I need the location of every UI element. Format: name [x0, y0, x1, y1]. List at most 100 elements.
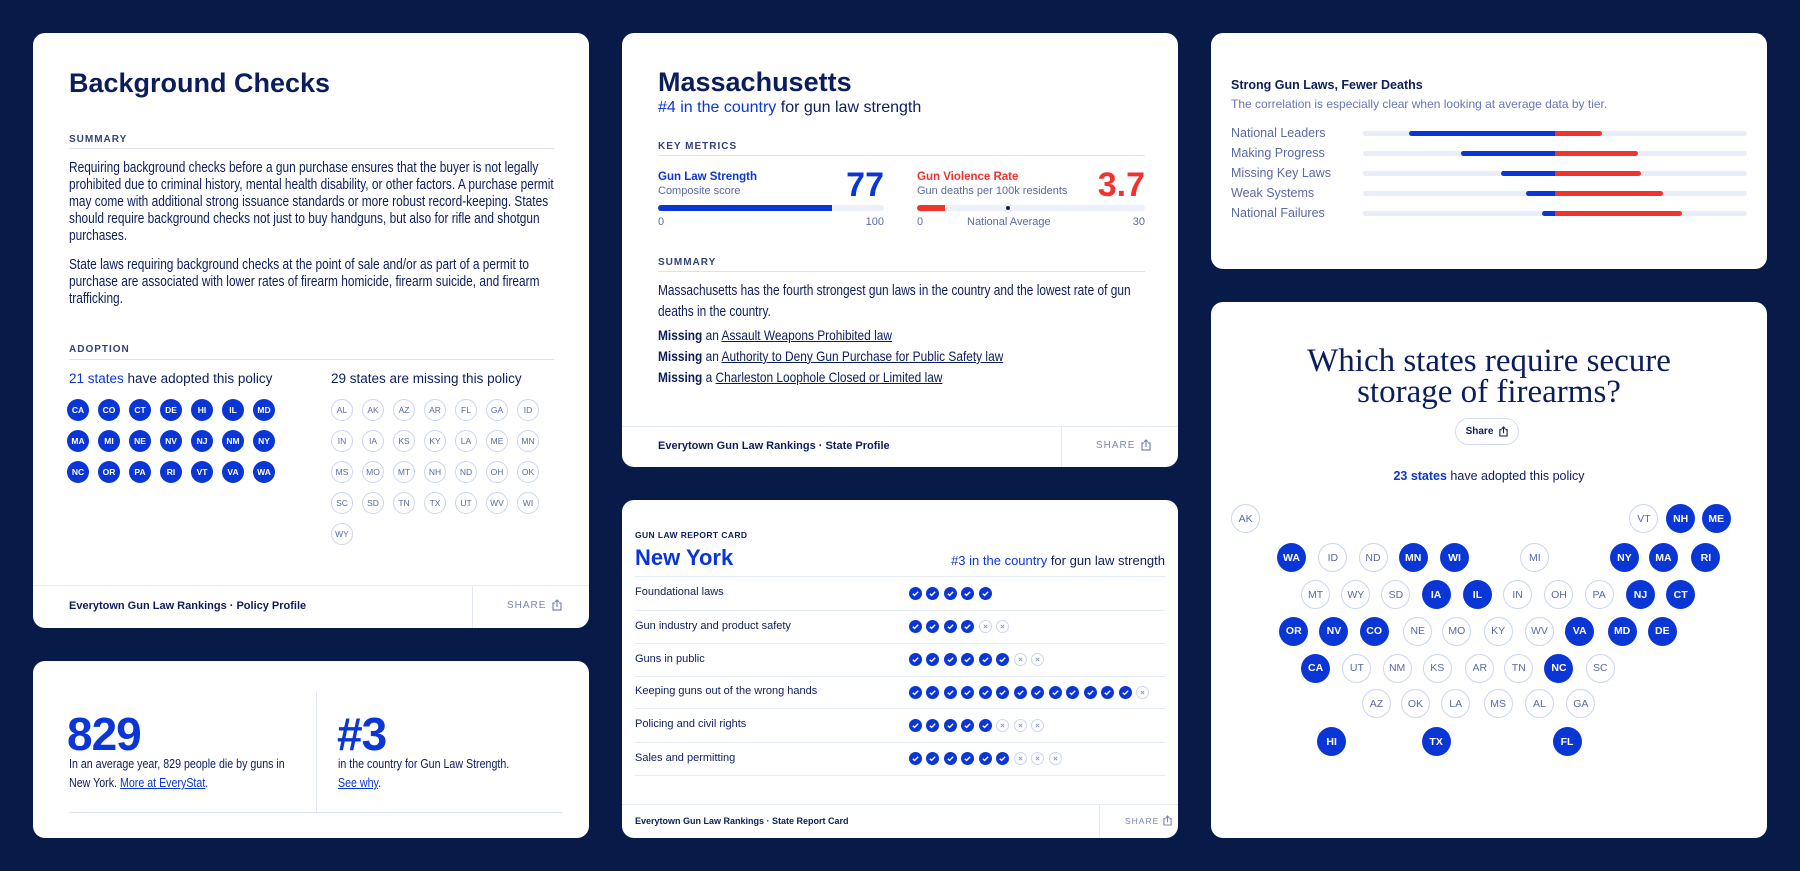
state-badge-mn[interactable]: MN	[1398, 543, 1428, 573]
state-badge-nd[interactable]: ND	[1358, 543, 1388, 573]
state-badge-nd[interactable]: ND	[455, 461, 477, 483]
state-badge-ar[interactable]: AR	[424, 399, 446, 421]
state-badge-md[interactable]: MD	[1607, 616, 1637, 646]
state-badge-fl[interactable]: FL	[455, 399, 477, 421]
state-badge-ky[interactable]: KY	[424, 430, 446, 452]
state-badge-ga[interactable]: GA	[1566, 689, 1596, 719]
state-badge-ma[interactable]: MA	[67, 430, 89, 452]
state-badge-ct[interactable]: CT	[1666, 580, 1696, 610]
state-badge-mi[interactable]: MI	[1520, 543, 1550, 573]
state-badge-tx[interactable]: TX	[424, 492, 446, 514]
state-badge-or[interactable]: OR	[98, 461, 120, 483]
state-badge-vt[interactable]: VT	[191, 461, 213, 483]
state-badge-vt[interactable]: VT	[1629, 504, 1659, 534]
state-badge-ky[interactable]: KY	[1483, 616, 1513, 646]
state-badge-il[interactable]: IL	[222, 399, 244, 421]
state-badge-az[interactable]: AZ	[393, 399, 415, 421]
state-badge-wy[interactable]: WY	[1341, 580, 1371, 610]
state-badge-mt[interactable]: MT	[393, 461, 415, 483]
state-badge-in[interactable]: IN	[1503, 580, 1533, 610]
state-badge-wv[interactable]: WV	[486, 492, 508, 514]
see-why-link[interactable]: See why	[338, 775, 379, 790]
state-badge-il[interactable]: IL	[1462, 580, 1492, 610]
state-badge-wa[interactable]: WA	[1277, 543, 1306, 573]
state-badge-ri[interactable]: RI	[160, 461, 182, 483]
state-badge-wi[interactable]: WI	[1440, 543, 1470, 573]
state-badge-oh[interactable]: OH	[486, 461, 508, 483]
state-badge-nv[interactable]: NV	[1319, 616, 1349, 646]
state-badge-ca[interactable]: CA	[67, 399, 89, 421]
state-badge-pa[interactable]: PA	[1584, 580, 1614, 610]
state-badge-nc[interactable]: NC	[67, 461, 89, 483]
state-badge-al[interactable]: AL	[1524, 689, 1554, 719]
state-badge-ut[interactable]: UT	[1342, 653, 1372, 683]
state-badge-ri[interactable]: RI	[1691, 543, 1721, 573]
missing-law-link[interactable]: Assault Weapons Prohibited law	[721, 327, 892, 343]
state-badge-ak[interactable]: AK	[1231, 504, 1261, 534]
state-badge-ut[interactable]: UT	[455, 492, 477, 514]
state-badge-md[interactable]: MD	[253, 399, 275, 421]
missing-law-link[interactable]: Charleston Loophole Closed or Limited la…	[715, 369, 943, 385]
state-badge-va[interactable]: VA	[222, 461, 244, 483]
state-badge-pa[interactable]: PA	[129, 461, 151, 483]
state-badge-or[interactable]: OR	[1279, 616, 1309, 646]
state-badge-nv[interactable]: NV	[160, 430, 182, 452]
state-badge-mt[interactable]: MT	[1301, 580, 1331, 610]
state-badge-ne[interactable]: NE	[129, 430, 151, 452]
state-badge-me[interactable]: ME	[486, 430, 508, 452]
state-badge-nj[interactable]: NJ	[191, 430, 213, 452]
state-badge-tn[interactable]: TN	[393, 492, 415, 514]
state-badge-ny[interactable]: NY	[1609, 543, 1639, 573]
state-badge-ak[interactable]: AK	[362, 399, 384, 421]
share-button[interactable]: SHARE	[507, 599, 563, 611]
state-badge-ms[interactable]: MS	[331, 461, 353, 483]
state-badge-in[interactable]: IN	[331, 430, 353, 452]
state-badge-hi[interactable]: HI	[191, 399, 213, 421]
state-badge-nh[interactable]: NH	[1666, 504, 1696, 534]
state-badge-ok[interactable]: OK	[517, 461, 539, 483]
state-badge-nm[interactable]: NM	[222, 430, 244, 452]
state-badge-ny[interactable]: NY	[253, 430, 275, 452]
state-badge-wi[interactable]: WI	[517, 492, 539, 514]
state-badge-ar[interactable]: AR	[1465, 653, 1495, 683]
state-badge-mo[interactable]: MO	[1442, 616, 1472, 646]
state-badge-hi[interactable]: HI	[1317, 727, 1347, 757]
state-badge-nh[interactable]: NH	[424, 461, 446, 483]
state-badge-tn[interactable]: TN	[1504, 653, 1534, 683]
state-badge-ks[interactable]: KS	[393, 430, 415, 452]
missing-law-link[interactable]: Authority to Deny Gun Purchase for Publi…	[721, 348, 1004, 364]
share-button[interactable]: SHARE	[1125, 815, 1172, 826]
state-badge-mi[interactable]: MI	[98, 430, 120, 452]
state-badge-ks[interactable]: KS	[1422, 653, 1452, 683]
state-badge-oh[interactable]: OH	[1544, 580, 1574, 610]
state-badge-nj[interactable]: NJ	[1625, 580, 1655, 610]
state-badge-ma[interactable]: MA	[1648, 543, 1678, 573]
state-badge-al[interactable]: AL	[331, 399, 353, 421]
state-badge-wa[interactable]: WA	[253, 461, 275, 483]
state-badge-ia[interactable]: IA	[362, 430, 384, 452]
state-badge-tx[interactable]: TX	[1421, 727, 1451, 757]
state-badge-de[interactable]: DE	[160, 399, 182, 421]
state-badge-ne[interactable]: NE	[1403, 616, 1433, 646]
state-badge-va[interactable]: VA	[1565, 616, 1595, 646]
everystat-link[interactable]: More at EveryStat	[119, 775, 206, 790]
state-badge-ms[interactable]: MS	[1483, 689, 1513, 719]
state-badge-nm[interactable]: NM	[1382, 653, 1412, 683]
state-badge-ia[interactable]: IA	[1421, 580, 1451, 610]
state-badge-ct[interactable]: CT	[129, 399, 151, 421]
state-badge-co[interactable]: CO	[1359, 616, 1389, 646]
state-badge-la[interactable]: LA	[1441, 689, 1471, 719]
state-badge-nc[interactable]: NC	[1544, 653, 1574, 683]
state-badge-me[interactable]: ME	[1701, 504, 1731, 534]
state-badge-wv[interactable]: WV	[1524, 616, 1554, 646]
state-badge-fl[interactable]: FL	[1552, 727, 1582, 757]
state-badge-la[interactable]: LA	[455, 430, 477, 452]
state-badge-mo[interactable]: MO	[362, 461, 384, 483]
state-badge-id[interactable]: ID	[1318, 543, 1348, 573]
share-button[interactable]: SHARE	[1096, 439, 1152, 451]
state-badge-sd[interactable]: SD	[1381, 580, 1411, 610]
state-badge-sc[interactable]: SC	[331, 492, 353, 514]
state-badge-ga[interactable]: GA	[486, 399, 508, 421]
state-badge-ok[interactable]: OK	[1400, 689, 1430, 719]
state-badge-wy[interactable]: WY	[331, 523, 353, 545]
